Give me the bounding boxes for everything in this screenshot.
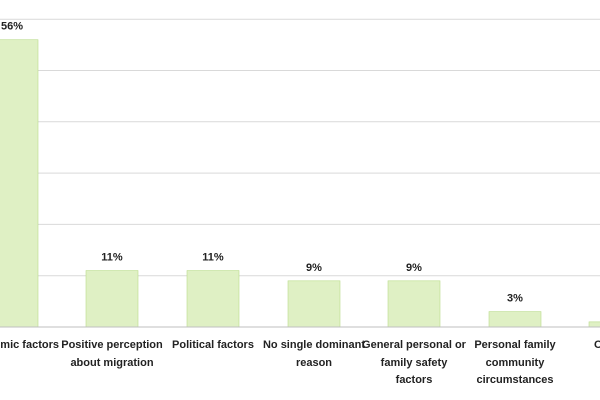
category-label: Positive perception about migration xyxy=(61,339,163,369)
data-label: 11% xyxy=(101,252,123,264)
category-label: mic factors xyxy=(0,339,59,351)
category-label: O xyxy=(594,339,600,351)
bar xyxy=(186,270,240,328)
category-label: General personal or family safety factor… xyxy=(362,339,466,386)
data-label: 11% xyxy=(202,252,224,264)
category-label: Personal family community circumstances xyxy=(474,339,556,386)
bar xyxy=(287,280,341,328)
bar xyxy=(488,311,542,328)
data-label: 3% xyxy=(507,293,523,305)
bar xyxy=(387,280,441,328)
gridlines xyxy=(0,18,600,277)
category-label: Political factors xyxy=(172,339,254,351)
bar xyxy=(85,270,139,328)
data-label: 56% xyxy=(1,21,23,33)
bar xyxy=(588,321,600,328)
data-labels: 56% 11% 11% 9% 9% 3% xyxy=(1,21,523,305)
category-label: No single dominant reason xyxy=(262,339,366,369)
data-label: 9% xyxy=(406,262,422,274)
data-label: 9% xyxy=(306,262,322,274)
bars xyxy=(0,39,600,328)
bar xyxy=(0,39,39,328)
